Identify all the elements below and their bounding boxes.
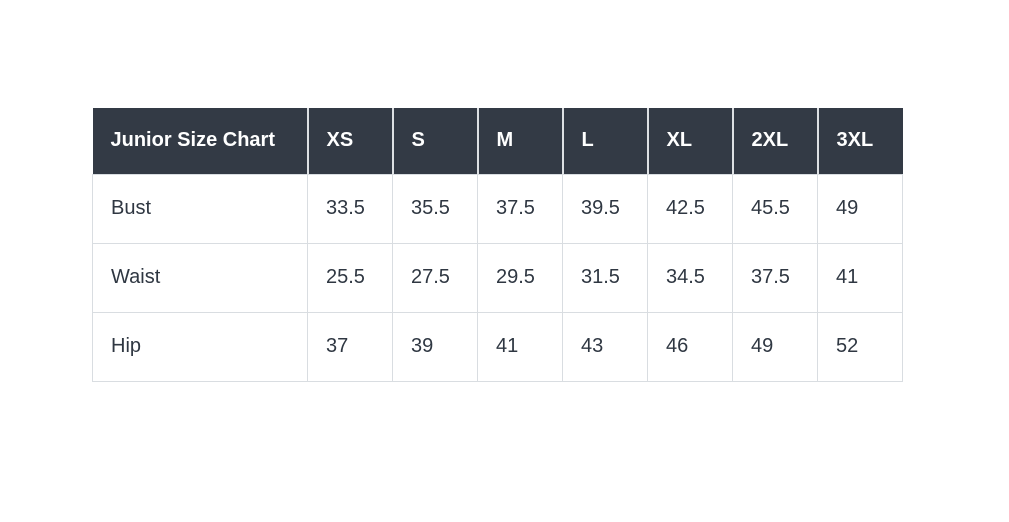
column-header-xl: XL xyxy=(646,108,733,174)
table-cell: 42.5 xyxy=(647,173,733,244)
table-cell: 27.5 xyxy=(392,242,478,313)
header-row: Junior Size Chart XS S M L XL 2XL 3XL xyxy=(92,108,903,174)
column-header-m: M xyxy=(476,108,563,174)
table-row-waist: Waist 25.5 27.5 29.5 31.5 34.5 37.5 41 xyxy=(92,242,903,313)
table-body: Bust 33.5 35.5 37.5 39.5 42.5 45.5 49 Waist 25.5 2… xyxy=(92,173,903,382)
table-header: Junior Size Chart XS S M L XL 2XL 3XL xyxy=(92,108,903,174)
table-cell: 43 xyxy=(562,311,648,382)
row-label: Waist xyxy=(92,242,308,313)
table-cell: 25.5 xyxy=(307,242,393,313)
table-cell: 37.5 xyxy=(732,242,818,313)
table-cell: 31.5 xyxy=(562,242,648,313)
column-header-xs: XS xyxy=(306,108,393,174)
table-title: Junior Size Chart xyxy=(92,108,308,174)
table-cell: 45.5 xyxy=(732,173,818,244)
table-cell: 49 xyxy=(817,173,903,244)
table-cell: 37 xyxy=(307,311,393,382)
column-header-3xl: 3XL xyxy=(816,108,903,174)
column-header-s: S xyxy=(391,108,478,174)
table-cell: 41 xyxy=(817,242,903,313)
table-cell: 41 xyxy=(477,311,563,382)
table-cell: 39 xyxy=(392,311,478,382)
table-cell: 29.5 xyxy=(477,242,563,313)
table-cell: 49 xyxy=(732,311,818,382)
junior-size-chart-table: Junior Size Chart XS S M L XL 2XL 3XL Bust 33.5… xyxy=(92,108,903,382)
column-header-2xl: 2XL xyxy=(731,108,818,174)
column-header-l: L xyxy=(561,108,648,174)
table-cell: 34.5 xyxy=(647,242,733,313)
table-cell: 37.5 xyxy=(477,173,563,244)
table-cell: 46 xyxy=(647,311,733,382)
table-row-bust: Bust 33.5 35.5 37.5 39.5 42.5 45.5 49 xyxy=(92,173,903,244)
table-cell: 33.5 xyxy=(307,173,393,244)
row-label: Bust xyxy=(92,173,308,244)
table-cell: 35.5 xyxy=(392,173,478,244)
table-row-hip: Hip 37 39 41 43 46 49 52 xyxy=(92,311,903,382)
table-cell: 39.5 xyxy=(562,173,648,244)
table-cell: 52 xyxy=(817,311,903,382)
row-label: Hip xyxy=(92,311,308,382)
